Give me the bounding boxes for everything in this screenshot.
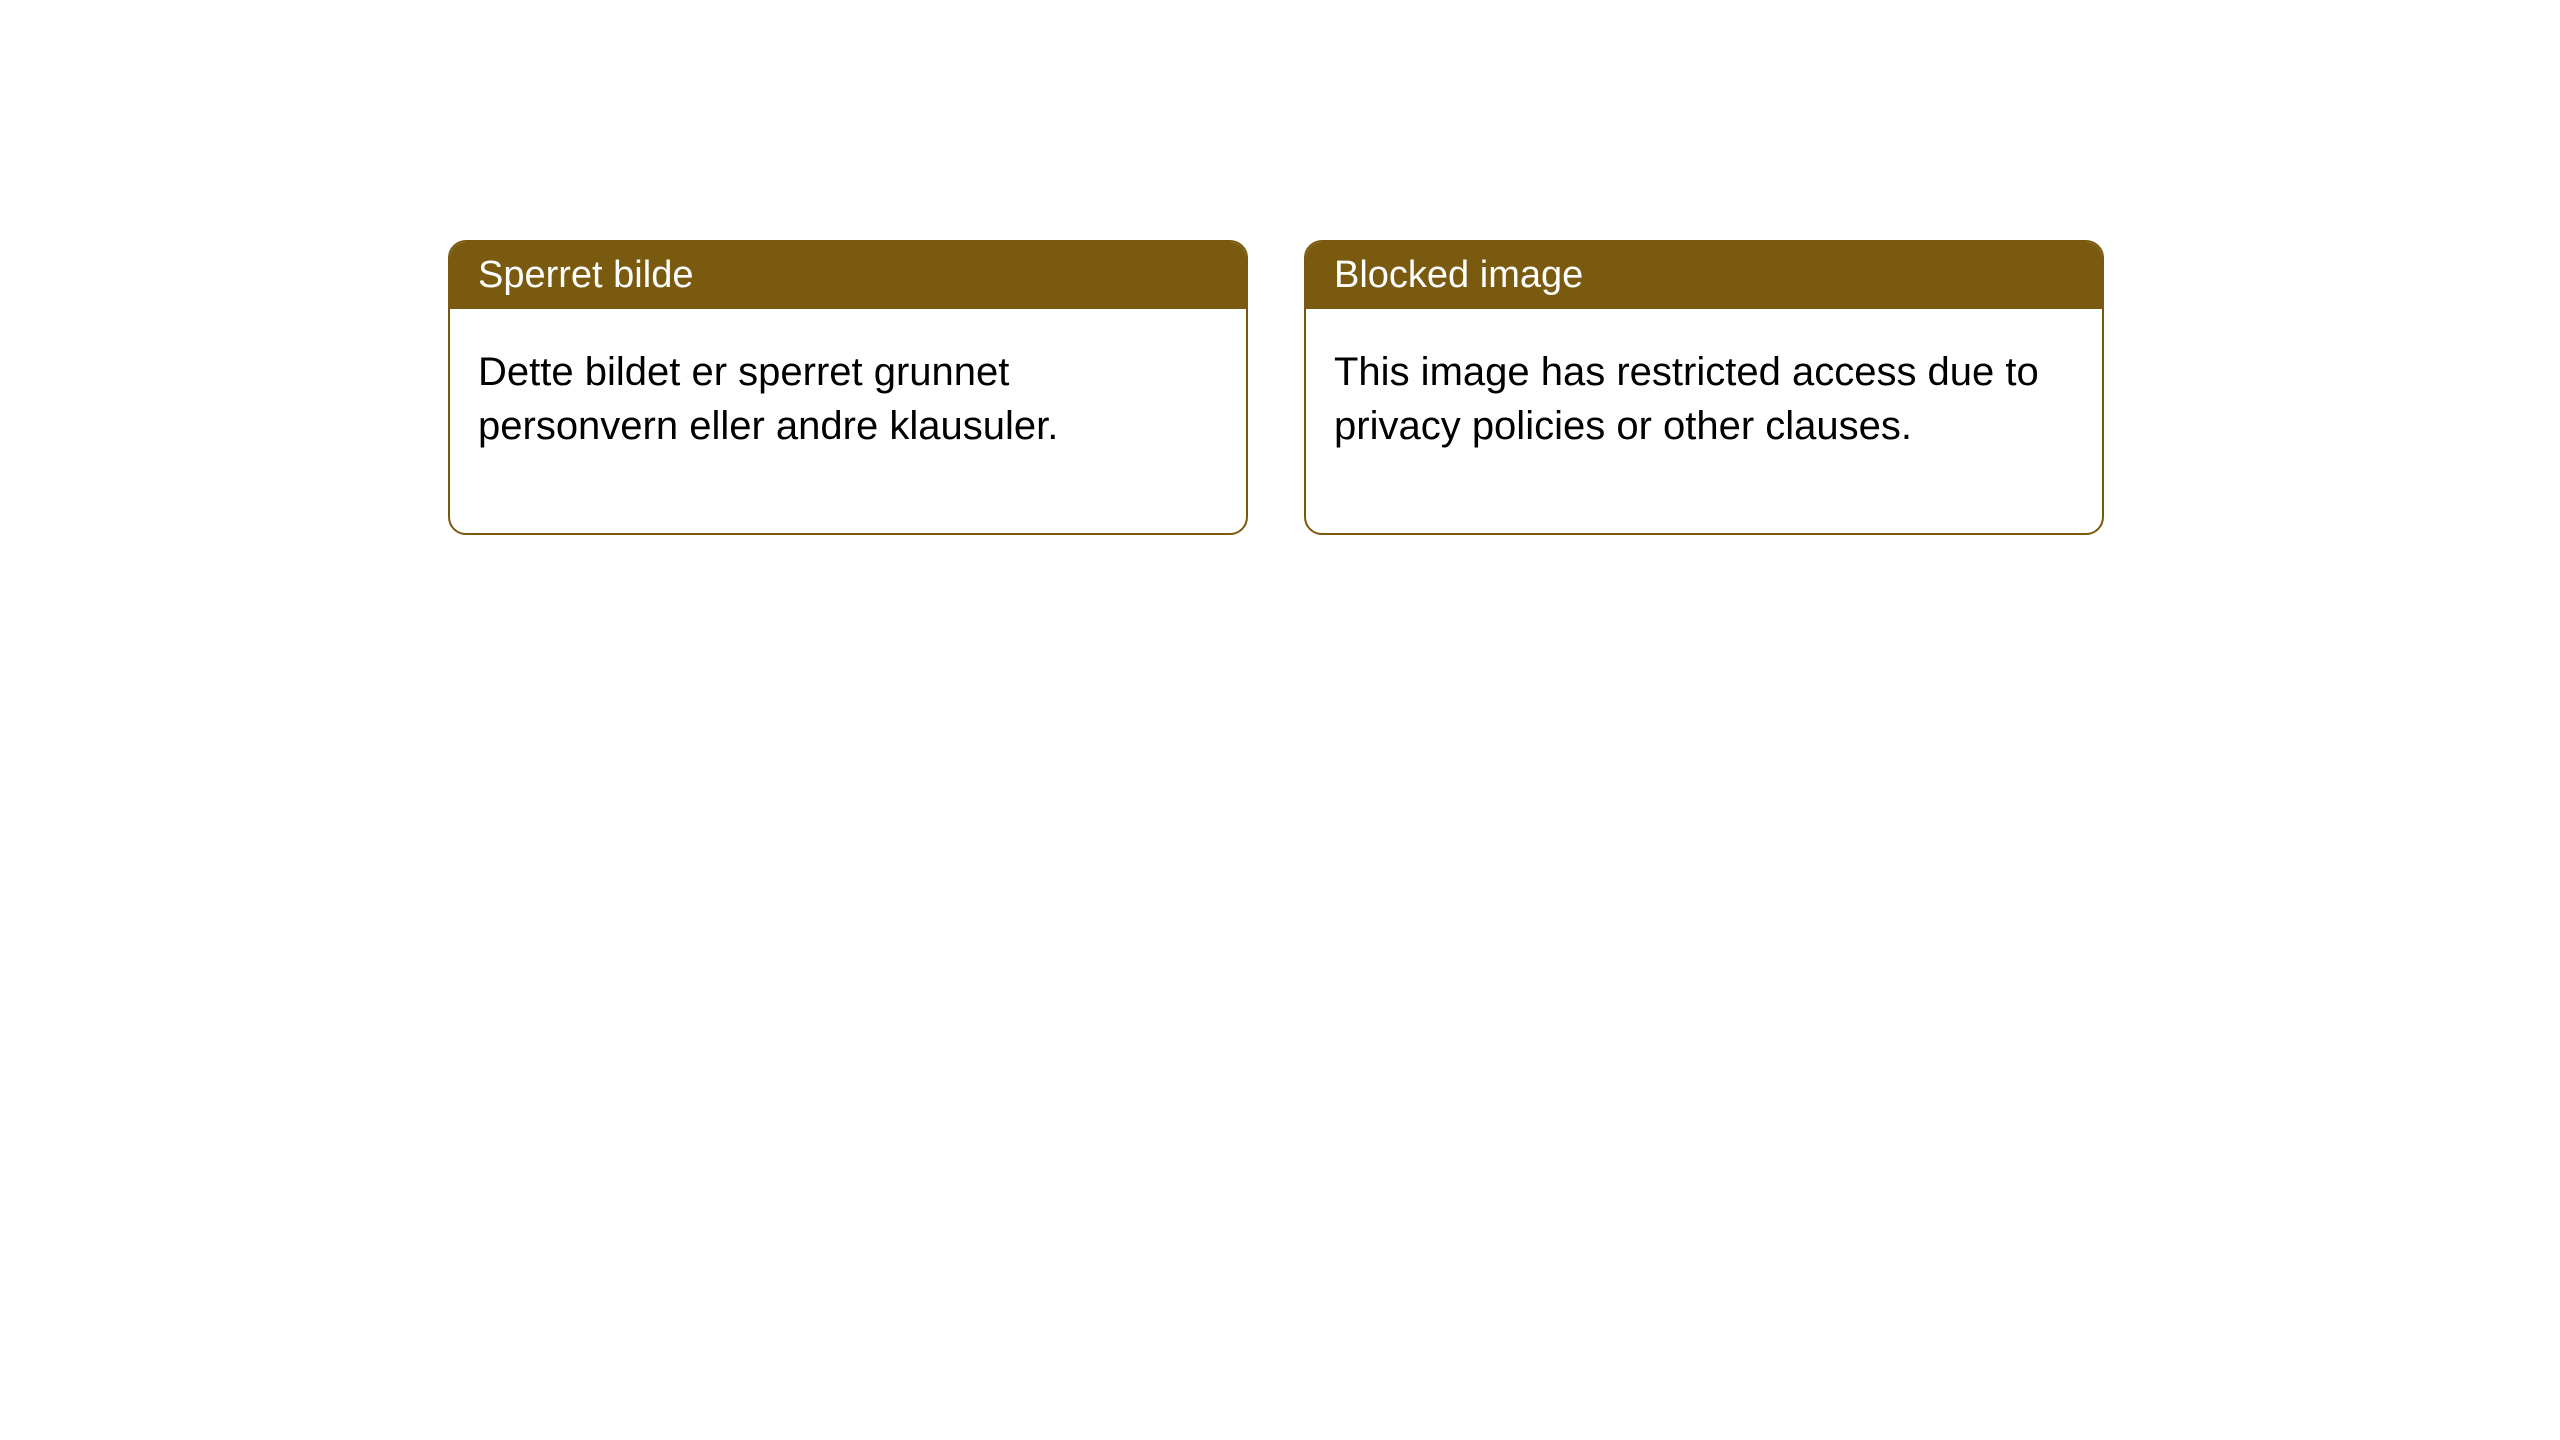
notice-card-body: Dette bildet er sperret grunnet personve… [450, 309, 1246, 533]
notice-card-message: Dette bildet er sperret grunnet personve… [478, 350, 1058, 448]
notice-card-english: Blocked image This image has restricted … [1304, 240, 2104, 535]
notice-card-norwegian: Sperret bilde Dette bildet er sperret gr… [448, 240, 1248, 535]
notice-card-header: Sperret bilde [450, 242, 1246, 309]
notice-card-body: This image has restricted access due to … [1306, 309, 2102, 533]
notice-card-title: Blocked image [1334, 254, 1583, 296]
notice-card-title: Sperret bilde [478, 254, 693, 296]
notice-card-header: Blocked image [1306, 242, 2102, 309]
notice-card-message: This image has restricted access due to … [1334, 350, 2039, 448]
notice-cards-container: Sperret bilde Dette bildet er sperret gr… [448, 240, 2104, 535]
